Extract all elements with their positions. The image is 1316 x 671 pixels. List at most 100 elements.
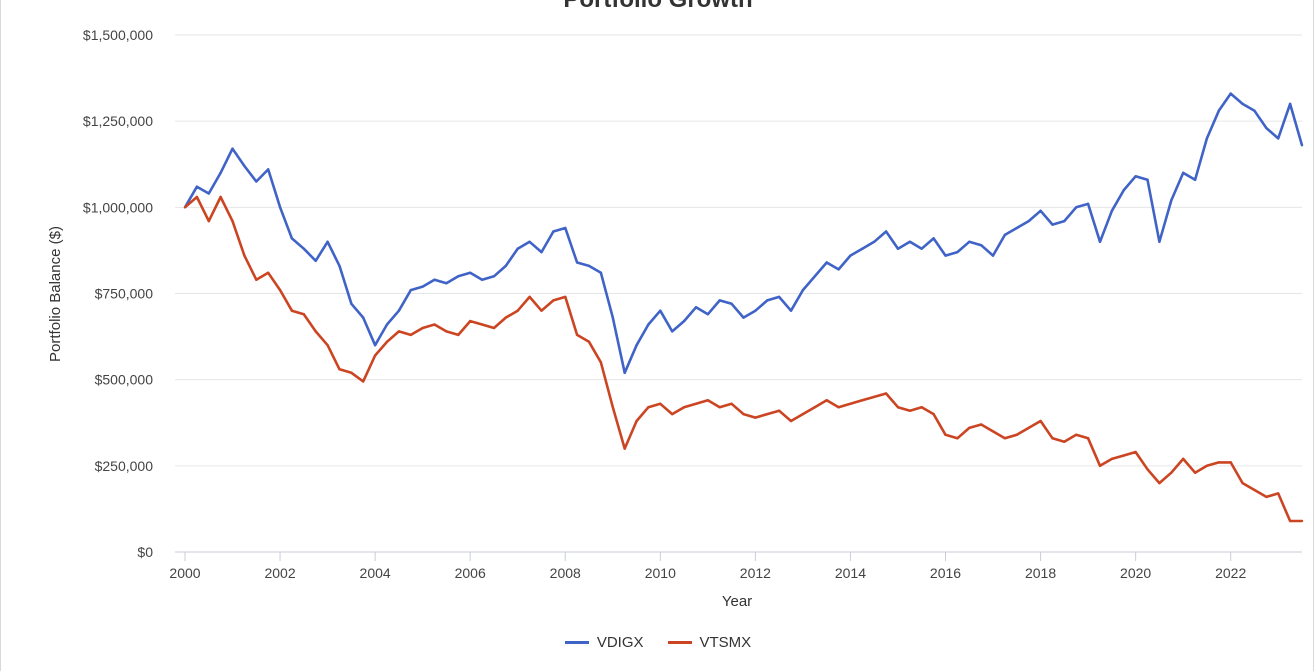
data-point-vtsmx: [837, 406, 840, 409]
data-point-vtsmx: [896, 406, 900, 409]
data-point-vtsmx: [730, 402, 733, 405]
data-point-vdigx: [266, 168, 270, 171]
data-point-vdigx: [1241, 102, 1244, 106]
data-point-vtsmx: [956, 437, 959, 440]
data-point-vtsmx: [742, 412, 745, 416]
data-point-vdigx: [861, 247, 864, 250]
data-point-vdigx: [1098, 240, 1102, 243]
data-point-vdigx: [825, 261, 828, 264]
data-point-vdigx: [1122, 188, 1125, 192]
x-tick-label: 2010: [645, 565, 676, 581]
data-point-vtsmx: [754, 416, 757, 419]
data-point-vdigx: [564, 226, 567, 230]
x-tick-label: 2000: [169, 565, 200, 581]
data-point-vtsmx: [968, 426, 971, 430]
data-point-vdigx: [219, 171, 222, 175]
data-point-vtsmx: [575, 333, 579, 337]
data-point-vdigx: [457, 275, 460, 278]
data-point-vtsmx: [1098, 464, 1102, 468]
data-point-vdigx: [694, 306, 698, 309]
data-point-vtsmx: [195, 195, 199, 199]
data-point-vdigx: [1181, 171, 1185, 175]
data-point-vdigx: [1110, 209, 1114, 212]
data-point-vdigx: [813, 275, 816, 278]
data-point-vtsmx: [1086, 437, 1090, 440]
data-point-vdigx: [932, 237, 935, 240]
data-point-vdigx: [1063, 219, 1066, 223]
data-point-vdigx: [243, 164, 246, 168]
data-point-vtsmx: [1051, 437, 1054, 440]
series-lines: [183, 92, 1304, 523]
y-axis-ticks: $0 $250,000 $500,000 $750,000 $1,000,000 $1,2…: [83, 27, 153, 560]
y-tick-label: $0: [137, 544, 153, 560]
data-point-vdigx: [635, 344, 638, 347]
data-point-vtsmx: [1134, 450, 1137, 454]
data-point-vdigx: [766, 299, 769, 302]
data-point-vtsmx: [1300, 519, 1304, 523]
data-point-vdigx: [492, 275, 496, 278]
data-point-vdigx: [789, 309, 793, 312]
legend-swatch-vtsmx: [667, 641, 692, 644]
data-point-vtsmx: [659, 402, 662, 405]
data-point-vdigx: [338, 264, 341, 268]
x-tick-label: 2006: [455, 565, 486, 581]
series-line-vtsmx[interactable]: [184, 195, 1302, 523]
y-tick-label: $1,500,000: [83, 27, 153, 43]
data-point-vtsmx: [231, 219, 234, 223]
data-point-vtsmx: [1205, 464, 1209, 468]
data-point-vtsmx: [789, 419, 793, 423]
data-point-vtsmx: [445, 330, 448, 333]
data-point-vtsmx: [873, 395, 876, 399]
x-tick-label: 2020: [1120, 565, 1151, 581]
data-point-vtsmx: [1217, 461, 1221, 464]
data-point-vtsmx: [766, 412, 769, 416]
data-point-vtsmx: [1027, 426, 1030, 430]
data-point-vdigx: [706, 312, 710, 316]
x-tick-label: 2002: [264, 565, 295, 581]
data-point-vdigx: [979, 244, 983, 247]
gridlines: [175, 34, 1302, 553]
data-point-vtsmx: [1110, 457, 1114, 461]
data-point-vdigx: [516, 247, 519, 250]
data-point-vtsmx: [884, 392, 888, 395]
data-point-vtsmx: [1265, 495, 1268, 499]
x-tick-label: 2012: [740, 565, 771, 581]
y-tick-label: $1,000,000: [83, 199, 153, 215]
legend-item-vtsmx[interactable]: VTSMX: [667, 634, 751, 651]
legend-item-vdigx[interactable]: VDIGX: [564, 634, 644, 651]
series-line-vdigx[interactable]: [183, 92, 1304, 375]
x-tick-label: 2008: [550, 565, 581, 581]
data-point-vdigx: [944, 254, 947, 257]
data-point-vdigx: [1277, 137, 1280, 140]
data-point-vtsmx: [326, 344, 329, 347]
data-point-vdigx: [231, 147, 234, 150]
data-point-vdigx: [956, 250, 959, 254]
data-point-vdigx: [362, 316, 365, 319]
data-point-vtsmx: [219, 195, 222, 199]
data-point-vdigx: [409, 288, 412, 292]
data-point-vtsmx: [944, 433, 947, 437]
data-point-vdigx: [290, 237, 294, 240]
data-point-vtsmx: [635, 419, 638, 423]
data-point-vtsmx: [1170, 471, 1173, 474]
x-axis: 2000 2002 2004 2006 2008 2010 2012 2014 2016 2018…: [169, 552, 1246, 581]
data-point-vtsmx: [528, 295, 531, 299]
data-point-vtsmx: [908, 409, 912, 412]
data-point-vdigx: [1146, 178, 1149, 181]
legend-label-vdigx: VDIGX: [596, 634, 644, 651]
data-point-vdigx: [350, 302, 353, 306]
data-point-vdigx: [397, 309, 401, 312]
x-tick-label: 2014: [835, 565, 866, 581]
data-point-vtsmx: [397, 330, 401, 333]
data-point-vtsmx: [266, 271, 270, 275]
data-point-vdigx: [908, 240, 912, 243]
data-point-vdigx: [742, 316, 745, 319]
data-point-vtsmx: [777, 409, 781, 412]
y-tick-label: $500,000: [95, 372, 154, 388]
x-axis-title: Year: [722, 593, 752, 610]
data-point-vtsmx: [825, 399, 828, 402]
data-point-vdigx: [1229, 92, 1232, 95]
data-point-vtsmx: [540, 309, 543, 312]
